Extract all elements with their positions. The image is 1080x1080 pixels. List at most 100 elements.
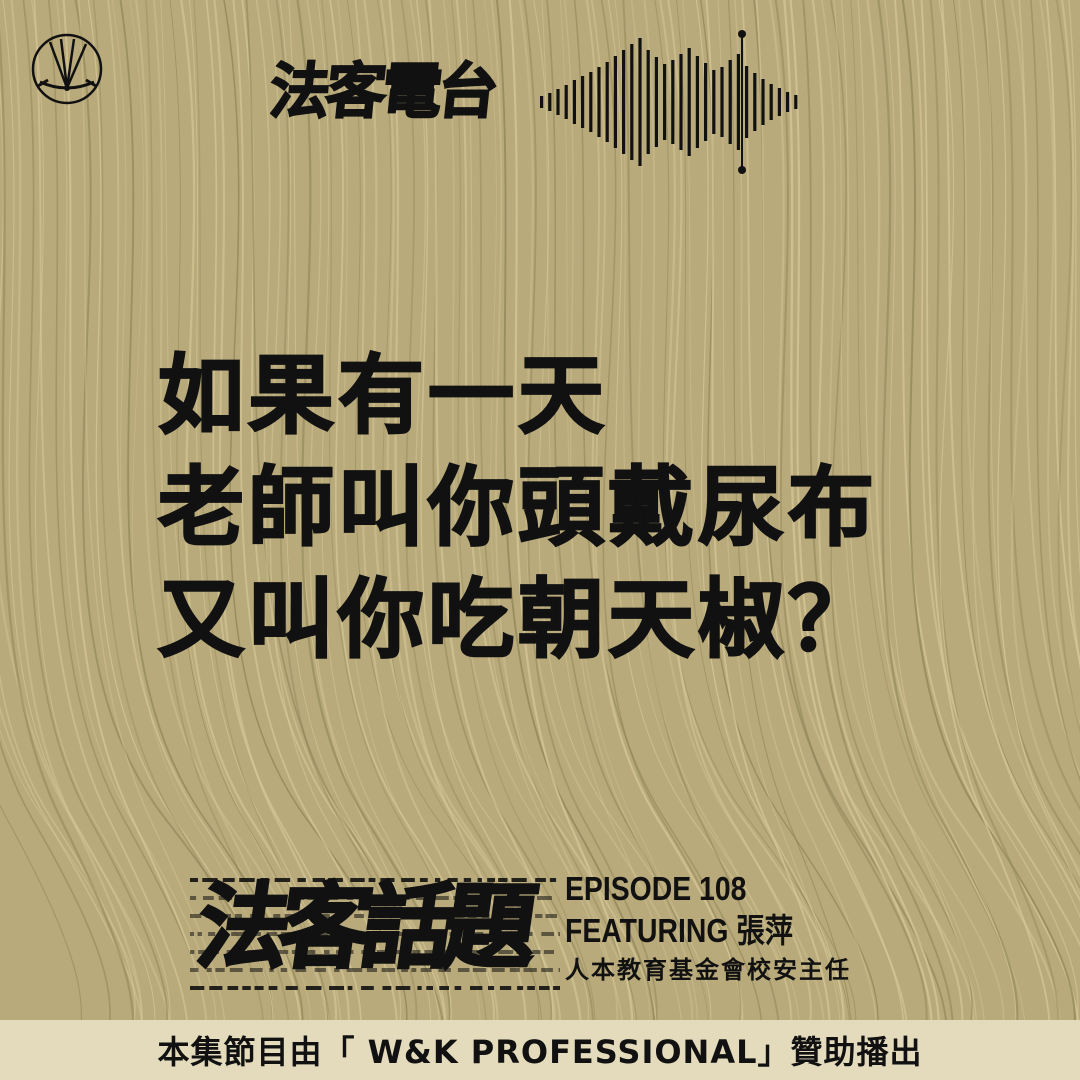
stripe-dash [457,968,470,972]
stripe-dash [334,968,340,972]
stripe-dash [491,968,505,972]
stripe-dash [463,878,472,882]
stripe-dash [190,968,199,972]
playhead-dot [738,166,746,174]
stripe-dash [550,878,557,882]
stripe-dash [470,950,482,954]
waveform-bar [564,85,568,119]
waveform-bar [728,60,732,144]
stripe-dash [190,896,197,900]
waveform-bar [597,67,601,137]
stripe-dash [537,896,552,900]
stripe-dash [449,932,462,936]
stripe-dash [394,950,401,954]
stripe-dash [297,878,306,882]
stripe-dash [439,986,449,990]
stripe-dash [394,896,410,900]
stripe-dash [304,950,316,954]
waveform-bar [605,62,609,142]
stripe-dash [417,986,422,990]
stripe-dash [368,878,376,882]
stripe-dash [535,878,546,882]
stripe-dash [349,932,355,936]
stripe-dash [481,914,490,918]
stripe-dash [472,968,487,972]
stripe-dash [511,878,527,882]
waveform-bar [671,60,675,144]
waveform-bar [786,92,790,112]
stripe-dash [498,950,514,954]
stripe-dash [523,968,537,972]
stripe-dash [268,986,278,990]
episode-number: EPISODE 108 [565,870,747,907]
waveform-bar [745,66,749,138]
stripe-dash [198,950,211,954]
headline-line-1: 如果有一天 [157,345,608,447]
waveform-bar [638,38,642,166]
stripe-dash [190,950,195,954]
stripe-dash [488,986,495,990]
stripe-dash [361,950,372,954]
stripe-dash [401,968,408,972]
stripe-dash [295,968,307,972]
stripe-dash [382,986,392,990]
stripe-dash [247,950,256,954]
stripe-dash [190,878,198,882]
waveform-bar [761,79,765,125]
stripe-dash [519,896,530,900]
stripe-dash [526,932,533,936]
stripe-dash [411,968,417,972]
waveform-bar [679,54,683,150]
stripe-dash [249,968,263,972]
stripe-dash [558,968,560,972]
stripe-dash [453,896,468,900]
stripe-dash [208,932,216,936]
headline-line-2: 老師叫你頭戴尿布 [157,457,878,559]
stripe-dash [498,878,508,882]
stripe-dash [380,878,395,882]
stripe-dash [354,914,365,918]
stripe-dash [487,878,495,882]
stripe-dash [331,932,343,936]
waveform-bar [589,72,593,132]
stripe-dash [345,950,354,954]
stripe-dash [215,968,225,972]
waveform-bar [777,88,781,116]
stripe-dash [220,932,225,936]
stripe-dash [401,878,415,882]
stripe-dash [419,878,428,882]
waveform-bar [613,56,617,148]
stripe-dash [206,968,212,972]
stripe-dash [239,878,255,882]
stripe-dash [541,932,554,936]
stripe-dash [449,914,465,918]
guest-name: 張萍 [736,912,794,949]
waveform-bar [704,63,708,141]
stripe-dash [350,878,365,882]
stripe-dash [300,932,307,936]
waveform-bar [646,50,650,154]
stripe-dash [553,986,560,990]
waveform-bar [712,70,716,134]
stripe-dash [328,878,343,882]
waveform-bar [695,56,699,148]
stripe-dash [372,896,379,900]
waveform-bar [540,96,544,108]
stripe-dash [412,932,427,936]
stripe-dash [493,914,501,918]
stripe-dash [541,968,553,972]
stripe-dash [457,950,466,954]
stripe-dash [499,986,512,990]
stripe-dash [322,914,330,918]
stripe-dash [426,914,443,918]
stripe-dash [209,986,223,990]
guest-role: 人本教育基金會校安主任 [565,956,851,984]
stripe-dash [361,986,374,990]
stripe-dash [190,986,205,990]
waveform-bar [630,44,634,160]
stripe-dash [491,932,497,936]
waveform-bar [548,93,552,111]
waveform-bar [794,95,798,109]
stripe-dash [274,878,291,882]
